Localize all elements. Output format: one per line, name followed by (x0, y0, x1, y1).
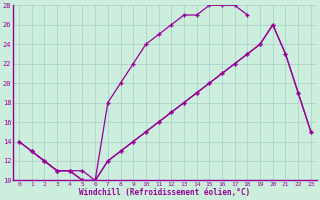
X-axis label: Windchill (Refroidissement éolien,°C): Windchill (Refroidissement éolien,°C) (79, 188, 251, 197)
